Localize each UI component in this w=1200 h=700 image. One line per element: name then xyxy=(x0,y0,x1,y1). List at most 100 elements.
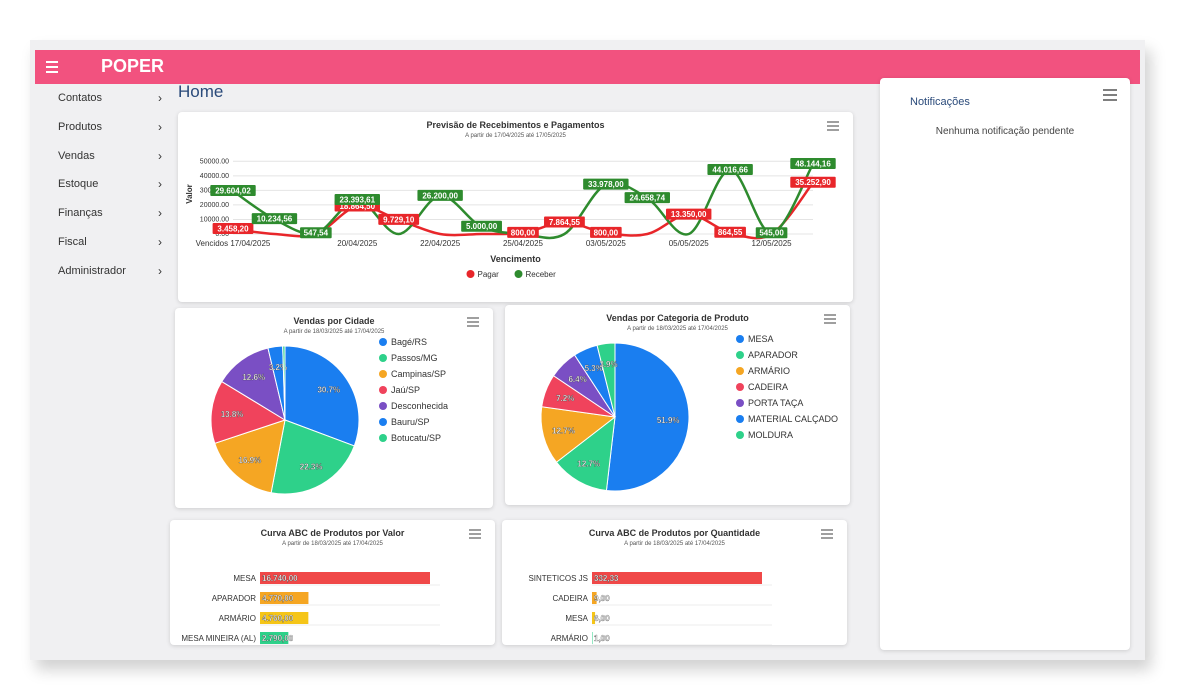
data-label: 864,55 xyxy=(718,228,743,237)
legend-swatch xyxy=(514,270,523,278)
chart-title: Curva ABC de Produtos por Valor xyxy=(261,528,405,538)
data-label: 33.978,00 xyxy=(588,180,624,189)
bar-label: 16.740,00 xyxy=(262,574,298,583)
category-label: APARADOR xyxy=(212,594,257,603)
data-label-box xyxy=(624,192,670,204)
legend-swatch xyxy=(379,338,387,346)
chart-title: Vendas por Cidade xyxy=(293,316,374,326)
logo[interactable]: POPER xyxy=(101,56,165,76)
bar-label: 332,33 xyxy=(594,574,619,583)
chart-title: Curva ABC de Produtos por Quantidade xyxy=(589,528,760,538)
legend-label: CADEIRA xyxy=(748,382,788,392)
legend-label: MESA xyxy=(748,334,774,344)
data-label: 7.864,55 xyxy=(549,218,581,227)
chart-menu[interactable] xyxy=(467,317,479,327)
data-label: 23.393,61 xyxy=(339,195,375,204)
menu-item[interactable]: Finanças › xyxy=(58,206,162,220)
data-label: 3.458,20 xyxy=(217,224,249,233)
data-label: 9.729,10 xyxy=(383,215,415,224)
bar xyxy=(592,632,593,644)
category-label: ARMÁRIO xyxy=(219,614,256,623)
chart-subtitle: A partir de 18/03/2025 até 17/04/2025 xyxy=(284,329,385,335)
menu-label: Vendas xyxy=(58,150,95,162)
x-tick-label: 22/04/2025 xyxy=(420,239,461,248)
data-label: 10.234,56 xyxy=(257,215,293,224)
pie-slice xyxy=(270,419,355,495)
menu-item[interactable]: Administrador › xyxy=(58,264,162,278)
y-tick-label: 40000.00 xyxy=(200,173,229,180)
data-label-box xyxy=(300,227,332,239)
data-label: 545,00 xyxy=(759,229,784,238)
bar-label: 4.770,00 xyxy=(262,594,294,603)
menu-item[interactable]: Produtos › xyxy=(58,120,162,134)
chart: Vendas por Cidade A partir de 18/03/2025 … xyxy=(210,316,479,495)
data-label-box xyxy=(544,216,585,228)
pie-slice xyxy=(605,342,690,492)
legend-swatch xyxy=(736,367,744,375)
legend-label: ARMÁRIO xyxy=(748,366,790,376)
data-label: 800,00 xyxy=(594,228,619,237)
bar-label: 2.790,00 xyxy=(262,634,294,643)
chart-menu[interactable] xyxy=(821,529,833,539)
y-tick-label: 10000.00 xyxy=(200,216,229,223)
data-label-box xyxy=(790,157,836,169)
bar xyxy=(260,612,309,624)
pie-slice xyxy=(596,342,616,418)
menu-item[interactable]: Fiscal › xyxy=(58,235,162,249)
category-label: MESA xyxy=(233,574,256,583)
chart-menu[interactable] xyxy=(824,314,836,324)
x-tick-label: 12/05/2025 xyxy=(752,239,793,248)
category-label: MESA MINEIRA (AL) xyxy=(181,634,256,643)
menu-item[interactable]: Vendas › xyxy=(58,149,162,163)
x-tick-label: 03/05/2025 xyxy=(586,239,627,248)
slice-label: 12.7% xyxy=(552,427,575,436)
menu-label: Fiscal xyxy=(58,236,87,248)
y-axis-label: Valor xyxy=(185,184,194,204)
data-label-box xyxy=(212,222,254,234)
data-label: 35.252,90 xyxy=(795,178,831,187)
slice-label: 5.3% xyxy=(585,364,603,373)
menu-item[interactable]: Estoque › xyxy=(58,177,162,191)
data-label-box xyxy=(590,226,622,238)
legend-swatch xyxy=(736,335,744,343)
legend-swatch xyxy=(379,370,387,378)
bar-label: 1,00 xyxy=(594,634,610,643)
y-tick-label: 20000.00 xyxy=(200,202,229,209)
slice-label: 6.4% xyxy=(568,375,586,384)
legend-label: APARADOR xyxy=(748,350,798,360)
legend-swatch xyxy=(736,399,744,407)
legend-swatch xyxy=(379,354,387,362)
category-label: ARMÁRIO xyxy=(551,634,588,643)
y-tick-label: 50000.00 xyxy=(200,158,229,165)
category-label: CADEIRA xyxy=(552,594,588,603)
menu-button[interactable] xyxy=(45,60,59,74)
legend-swatch xyxy=(379,434,387,442)
slice-label: 12.7% xyxy=(577,459,600,468)
legend-label: Jaú/SP xyxy=(391,385,420,395)
page-title: Home xyxy=(178,82,224,101)
legend-label: PORTA TAÇA xyxy=(748,398,803,408)
legend-swatch xyxy=(379,402,387,410)
legend-label: Bagé/RS xyxy=(391,337,427,347)
legend-label: MATERIAL CALÇADO xyxy=(748,414,838,424)
menu-item[interactable]: Contatos › xyxy=(58,91,162,105)
chart-menu[interactable] xyxy=(469,529,481,539)
slice-label: 7.2% xyxy=(556,394,574,403)
data-label: 547,54 xyxy=(304,229,329,238)
data-label-box xyxy=(251,213,298,225)
legend-label: Receber xyxy=(526,270,557,279)
data-label: 13.350,00 xyxy=(671,210,707,219)
chart-card: Previsão de Recebimentos e Pagamentos A p… xyxy=(178,112,853,302)
panel-menu[interactable] xyxy=(1102,88,1118,102)
data-label-box xyxy=(507,226,539,238)
chart-card: Curva ABC de Produtos por Valor A partir … xyxy=(170,520,495,646)
chart-menu[interactable] xyxy=(827,121,839,131)
legend-swatch xyxy=(466,270,475,278)
data-label: 24.658,74 xyxy=(629,194,665,203)
legend-label: MOLDURA xyxy=(748,430,793,440)
data-label-box xyxy=(378,213,420,225)
data-label: 800,00 xyxy=(511,228,536,237)
x-tick-label: 05/05/2025 xyxy=(669,239,710,248)
bar xyxy=(592,572,762,584)
